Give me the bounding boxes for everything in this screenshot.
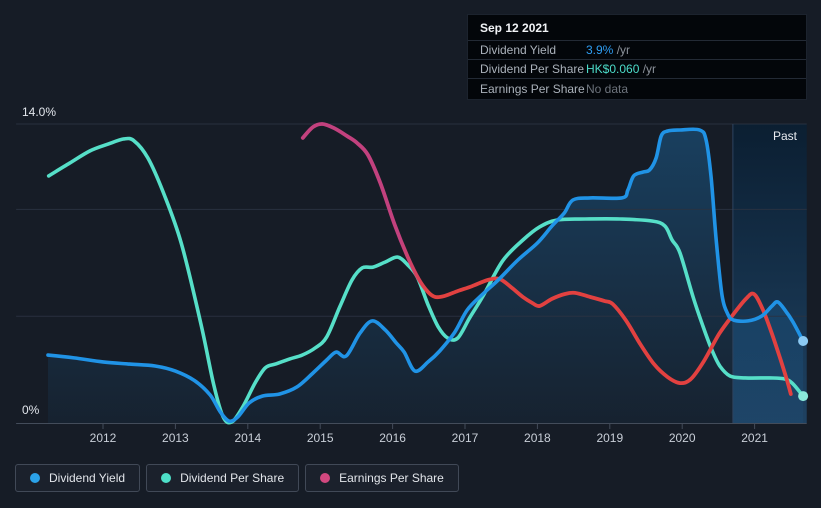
tooltip-row-label: Dividend Yield (480, 43, 557, 57)
x-axis-tick-label: 2020 (668, 431, 696, 445)
dividend-history-chart[interactable] (0, 0, 821, 460)
legend-item-label: Dividend Yield (49, 471, 126, 485)
tooltip-row-value: HK$0.060 /yr (586, 62, 657, 76)
legend-item-label: Earnings Per Share (339, 471, 444, 485)
series-end-dot (798, 335, 809, 346)
legend-item-label: Dividend Per Share (180, 471, 285, 485)
legend-dot-icon (30, 473, 40, 483)
x-axis-tick-label: 2013 (162, 431, 189, 445)
x-axis-tick-label: 2016 (379, 431, 406, 445)
x-axis-tick-label: 2015 (306, 431, 334, 445)
legend-item-dividend-yield[interactable]: Dividend Yield (15, 464, 141, 492)
dividend-yield-area (48, 129, 804, 424)
earnings-per-share-line (300, 122, 793, 396)
x-axis-tick-label: 2012 (89, 431, 117, 445)
tooltip-row-dividend-per-share: Dividend Per Share HK$0.060 /yr (468, 59, 806, 78)
tooltip-row-label: Earnings Per Share (480, 82, 585, 96)
x-axis-tick-label: 2021 (741, 431, 768, 445)
legend-item-earnings-per-share[interactable]: Earnings Per Share (305, 464, 459, 492)
series-end-dot (798, 391, 809, 402)
legend-item-dividend-per-share[interactable]: Dividend Per Share (146, 464, 300, 492)
tooltip-date: Sep 12 2021 (480, 21, 549, 35)
x-axis-tick-label: 2017 (451, 431, 479, 445)
tooltip-row-earnings-per-share: Earnings Per Share No data (468, 78, 806, 99)
x-axis-tick-label: 2019 (596, 431, 624, 445)
dividend-yield-line (46, 127, 805, 424)
tooltip-row-label: Dividend Per Share (480, 62, 585, 76)
legend-dot-icon (320, 473, 331, 483)
y-axis-min-label: 0% (22, 403, 40, 417)
chart-tooltip: Sep 12 2021 Dividend Yield 3.9% /yr Divi… (467, 14, 807, 100)
tooltip-row-value: 3.9% /yr (586, 43, 631, 57)
tooltip-row-dividend-yield: Dividend Yield 3.9% /yr (468, 40, 806, 59)
chart-legend: Dividend Yield Dividend Per Share Earnin… (15, 464, 459, 492)
y-axis-max-label: 14.0% (22, 105, 57, 119)
x-axis-tick-label: 2014 (234, 431, 262, 445)
tooltip-row-value: No data (586, 82, 629, 96)
x-axis-tick-label: 2018 (524, 431, 551, 445)
legend-dot-icon (161, 473, 172, 483)
past-region-label: Past (772, 129, 797, 143)
dividend-per-share-line (46, 136, 805, 425)
